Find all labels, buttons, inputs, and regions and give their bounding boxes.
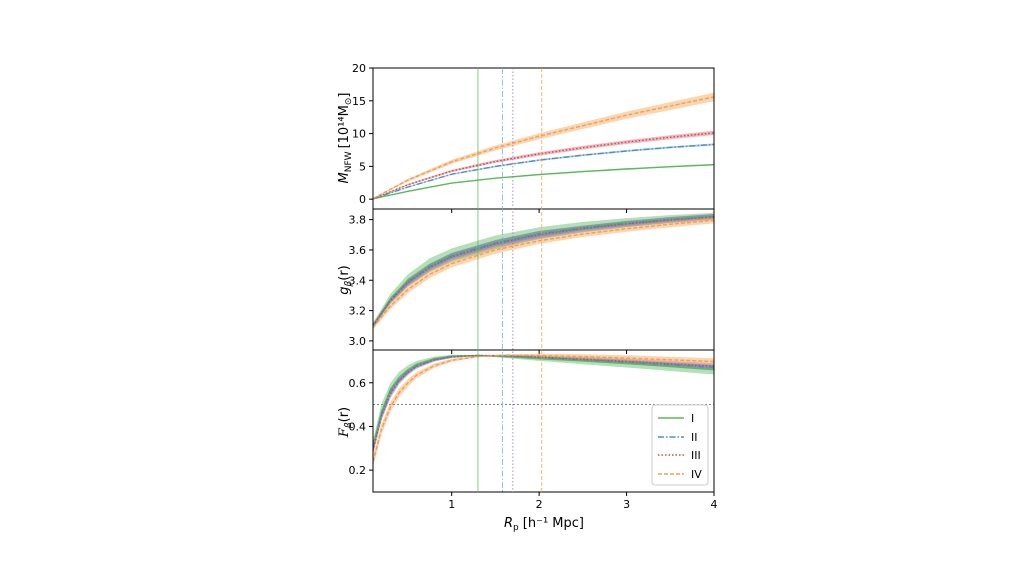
ytick-label-F-0: 0.2 (349, 464, 367, 477)
xtick-label-0: 1 (448, 498, 455, 511)
ytick-label-g-0: 3.0 (349, 335, 367, 348)
ytick-label-mass-1: 5 (359, 160, 366, 173)
legend-box (651, 404, 709, 486)
band-mass-III (373, 130, 714, 199)
legend-entry-III: III (658, 449, 701, 462)
plot-area-g (373, 212, 714, 330)
series-mass-IV (373, 96, 714, 200)
band-g-III (373, 213, 714, 328)
panel-mass: 0 5 10 15 20 (352, 62, 715, 213)
vertical-markers (477, 68, 543, 492)
series-F-IV (373, 354, 714, 462)
ytick-label-F-2: 0.6 (349, 377, 367, 390)
series-F-I (373, 354, 714, 447)
series-F-II (373, 354, 714, 449)
ytick-label-F-1: 0.4 (349, 420, 367, 433)
legend-entry-II: II (658, 431, 698, 444)
series-g-IV (373, 219, 714, 328)
xtick-label-3: 4 (711, 498, 718, 511)
legend: I II III IV (651, 404, 709, 486)
panel-g: 3.0 3.2 3.4 3.6 3.8 (349, 208, 715, 354)
legend-label-I: I (691, 412, 694, 425)
xtick-label-1: 2 (536, 498, 543, 511)
ylabel-mass: MNFW[10¹⁴M⊙] (337, 93, 354, 184)
plot-area-mass (373, 92, 714, 200)
band-F-I (373, 354, 714, 453)
legend-label-II: II (691, 431, 698, 444)
legend-label-IV: IV (691, 468, 702, 481)
ytick-label-g-2: 3.4 (349, 274, 367, 287)
ytick-label-g-4: 3.8 (349, 214, 367, 227)
ytick-label-mass-2: 10 (352, 128, 366, 141)
series-mass-II (373, 143, 714, 200)
band-mass-IV (373, 92, 714, 199)
series-mass-I (373, 164, 714, 200)
series-F-III (373, 354, 714, 451)
band-g-IV (373, 217, 714, 330)
legend-label-III: III (691, 449, 701, 462)
legend-entry-IV: IV (658, 468, 702, 481)
ytick-label-mass-0: 0 (359, 193, 366, 206)
legend-entry-I: I (658, 412, 694, 425)
xlabel: Rp [h⁻¹ Mpc] (504, 516, 584, 533)
frame-F (372, 349, 715, 493)
xtick-label-2: 3 (623, 498, 630, 511)
ylabel-g: gβ(r) (337, 265, 354, 295)
ytick-label-mass-4: 20 (352, 62, 366, 75)
ytick-label-g-1: 3.2 (349, 305, 367, 318)
band-mass-I (373, 163, 714, 199)
band-g-I (373, 212, 714, 329)
band-F-II (373, 355, 714, 452)
series-g-II (373, 215, 714, 327)
ylabel-F: Fβ(r) (337, 407, 354, 438)
ytick-label-mass-3: 15 (352, 95, 366, 108)
ytick-label-g-3: 3.6 (349, 244, 367, 257)
series-mass-III (373, 132, 714, 200)
